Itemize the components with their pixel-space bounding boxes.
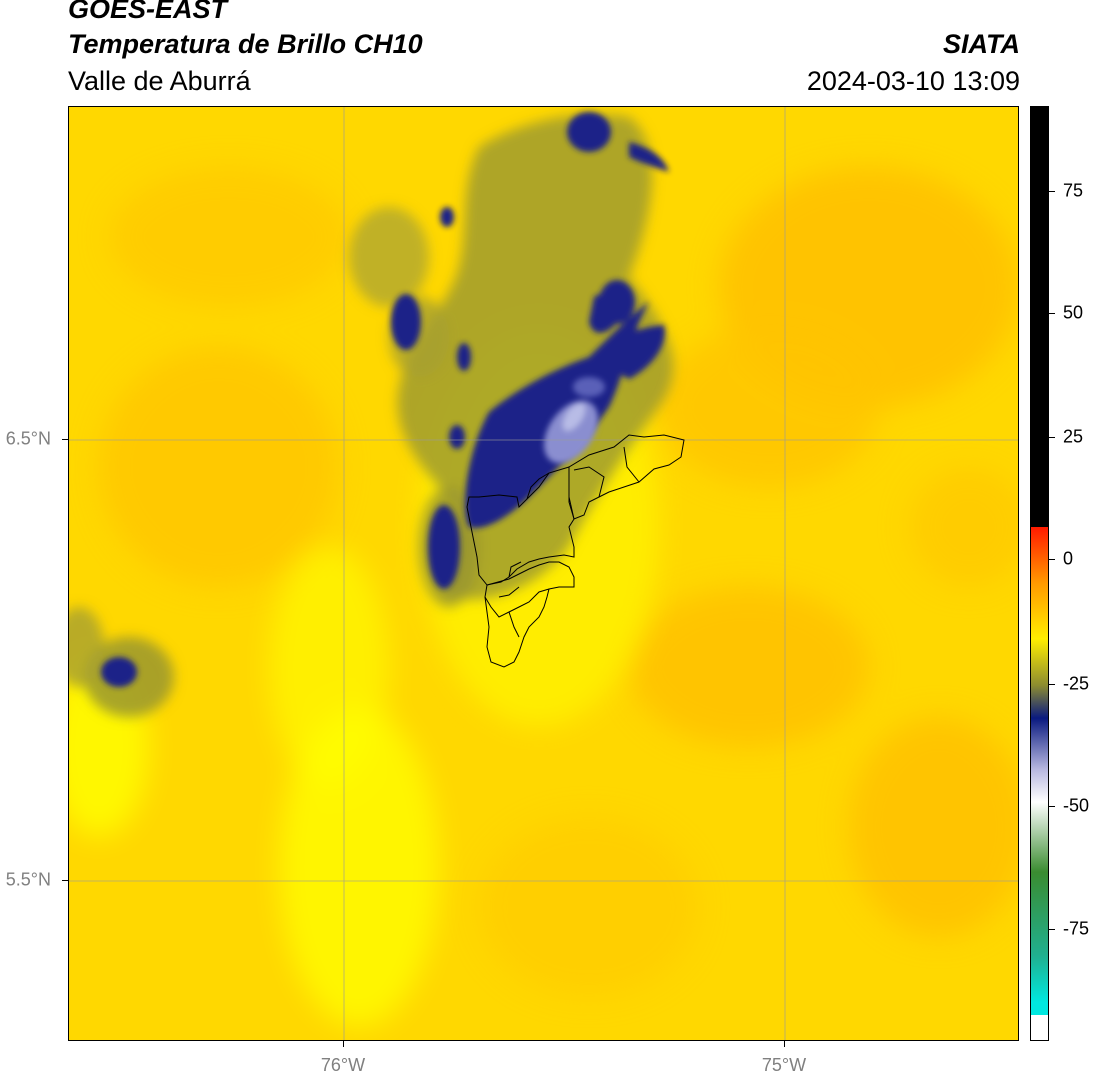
colorbar-tick-25 (1049, 437, 1055, 438)
colorbar-tick-0 (1049, 559, 1055, 560)
lat-label-6-5: 6.5°N (5, 428, 51, 449)
colorbar (1030, 106, 1049, 1041)
lat-label-5-5: 5.5°N (5, 869, 51, 890)
subtitle-region: Valle de Aburrá (68, 66, 251, 96)
lon-tick-75 (784, 1041, 785, 1047)
colorbar-label-minus50: -50 (1063, 795, 1090, 816)
colorbar-label-minus75: -75 (1063, 918, 1090, 939)
coldest-cloud-top (544, 377, 605, 464)
colorbar-label-50: 50 (1063, 302, 1084, 323)
lon-label-75: 75°W (761, 1055, 807, 1075)
municipal-boundaries (466, 434, 685, 668)
warm-regions (99, 167, 1018, 997)
lon-tick-76 (343, 1041, 344, 1047)
colorbar-tick-minus75 (1049, 929, 1055, 930)
lon-label-76: 76°W (320, 1055, 366, 1075)
colorbar-tick-75 (1049, 191, 1055, 192)
agency-label: SIATA (943, 29, 1020, 59)
colorbar-label-75: 75 (1063, 180, 1084, 201)
colorbar-tick-minus25 (1049, 684, 1055, 685)
colorbar-tick-50 (1049, 313, 1055, 314)
colorbar-label-minus25: -25 (1063, 673, 1090, 694)
colorbar-label-25: 25 (1063, 426, 1084, 447)
colorbar-label-0: 0 (1063, 548, 1074, 569)
lat-tick-5-5 (62, 880, 68, 881)
map-canvas (69, 107, 1018, 1040)
cloud-halo (69, 114, 674, 717)
title-product: Temperatura de Brillo CH10 (68, 29, 423, 59)
datetime-label: 2024-03-10 13:09 (806, 66, 1020, 96)
title-satellite: GOES-EAST (68, 0, 228, 24)
gridlines (69, 107, 1018, 1040)
colorbar-tick-minus50 (1049, 806, 1055, 807)
lat-tick-6-5 (62, 439, 68, 440)
brightness-temperature-map (68, 106, 1019, 1041)
